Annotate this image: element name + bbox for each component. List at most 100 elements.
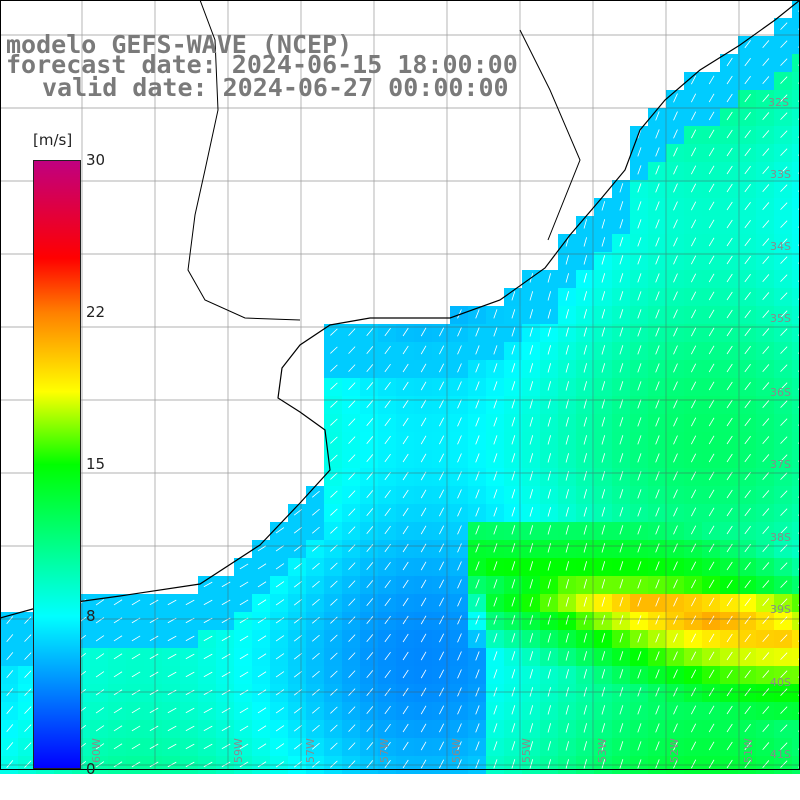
wind-arrow	[547, 705, 552, 715]
wind-arrow	[565, 597, 569, 607]
wind-arrow	[511, 417, 516, 427]
wind-arrow	[762, 580, 770, 588]
wind-arrow	[366, 580, 374, 589]
wind-arrow	[239, 581, 249, 588]
wind-arrow	[167, 671, 177, 678]
wind-arrow	[402, 741, 409, 751]
wind-arrow	[601, 723, 606, 733]
wind-arrow	[275, 761, 285, 768]
wind-arrow	[673, 669, 678, 679]
wind-arrow	[565, 237, 569, 247]
wind-arrow	[95, 743, 105, 750]
colorbar-tick-15: 15	[86, 455, 106, 473]
wind-arrow	[275, 707, 285, 714]
wind-arrow	[149, 635, 159, 642]
valid-date: valid date: 2024-06-27 00:00:00	[42, 73, 509, 102]
wind-arrow	[565, 291, 569, 301]
wind-arrow	[762, 166, 770, 174]
wind-arrow	[583, 489, 588, 499]
wind-arrow	[565, 255, 569, 265]
wind-arrow	[673, 579, 678, 589]
wind-arrow	[762, 184, 770, 192]
wind-arrow	[565, 759, 569, 769]
wind-arrow	[348, 652, 356, 660]
wind-arrow	[547, 507, 552, 517]
wind-arrow	[384, 471, 391, 481]
wind-arrow	[583, 363, 588, 373]
wind-arrow	[726, 147, 733, 157]
wind-arrow	[673, 291, 678, 301]
wind-arrow	[457, 597, 462, 607]
wind-arrow	[726, 561, 733, 571]
wind-arrow	[762, 40, 770, 48]
wind-arrow	[619, 183, 624, 193]
wind-arrow	[565, 741, 569, 751]
wind-arrow	[311, 652, 320, 660]
colorbar-tick-0: 0	[86, 760, 96, 778]
wind-arrow	[637, 219, 642, 229]
wind-arrow	[619, 723, 624, 733]
wind-arrow	[475, 759, 480, 769]
wind-arrow	[311, 490, 320, 498]
wind-arrow	[493, 759, 498, 769]
wind-arrow	[762, 454, 770, 462]
wind-arrow	[690, 111, 697, 121]
wind-arrow	[311, 742, 320, 750]
wind-arrow	[529, 489, 534, 499]
wind-arrow	[493, 669, 498, 679]
wind-arrow	[203, 653, 213, 660]
wind-arrow	[565, 705, 569, 715]
colorbar-unit: [m/s]	[33, 131, 73, 149]
wind-arrow	[402, 363, 409, 373]
wind-arrow	[257, 599, 267, 606]
wind-arrow	[744, 399, 751, 409]
wind-arrow	[167, 761, 177, 768]
wind-arrow	[149, 725, 159, 732]
wind-cell	[792, 396, 800, 414]
wind-arrow	[780, 454, 788, 462]
wind-arrow	[726, 327, 733, 337]
colorbar-tick-8: 8	[86, 607, 96, 625]
wind-arrow	[726, 633, 733, 643]
wind-arrow	[780, 166, 788, 174]
wind-arrow	[744, 705, 751, 715]
wind-arrow	[257, 635, 267, 642]
wind-arrow	[113, 761, 123, 768]
wind-arrow	[690, 147, 697, 157]
wind-arrow	[655, 417, 660, 427]
wind-arrow	[439, 525, 445, 535]
wind-arrow	[420, 561, 427, 571]
wind-arrow	[619, 669, 624, 679]
wind-arrow	[511, 633, 516, 643]
wind-arrow	[402, 381, 409, 391]
wind-arrow	[655, 525, 660, 535]
lon-label: 51W	[741, 738, 755, 763]
wind-arrow	[655, 291, 660, 301]
wind-arrow	[708, 201, 715, 211]
wind-arrow	[330, 562, 338, 570]
wind-arrow	[601, 525, 606, 535]
wind-arrow	[762, 562, 770, 570]
wind-arrow	[744, 111, 751, 121]
wind-arrow	[637, 633, 642, 643]
wind-arrow	[239, 761, 249, 768]
wind-arrow	[744, 435, 751, 445]
wind-arrow	[637, 147, 642, 157]
wind-arrow	[637, 759, 642, 769]
wind-arrow	[330, 634, 338, 642]
wind-cell	[792, 216, 800, 234]
wind-arrow	[475, 561, 480, 571]
lat-lon-grid	[0, 0, 800, 770]
wind-arrow	[529, 723, 534, 733]
wind-cell	[792, 54, 800, 72]
wind-arrow	[673, 507, 678, 517]
wind-arrow	[744, 147, 751, 157]
wind-arrow	[475, 705, 480, 715]
wind-arrow	[744, 93, 751, 103]
wind-arrow	[780, 58, 788, 66]
wind-arrow	[529, 741, 534, 751]
wind-arrow	[673, 183, 678, 193]
wind-arrow	[726, 759, 733, 769]
wind-arrow	[673, 651, 678, 661]
lon-label: 52W	[667, 738, 681, 763]
